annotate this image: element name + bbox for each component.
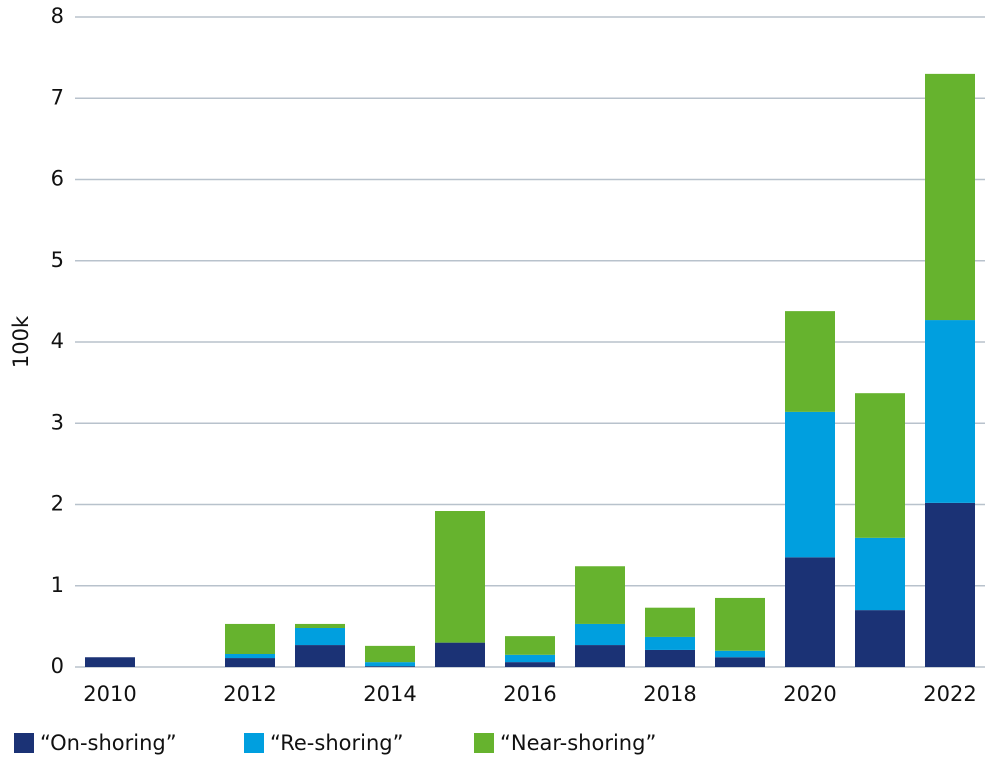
y-tick-label: 2: [51, 492, 64, 516]
bar-segment: [225, 623, 275, 654]
y-tick-label: 7: [51, 85, 64, 109]
bar-segment: [715, 657, 765, 667]
bar-segment: [715, 597, 765, 651]
bar-segment: [365, 645, 415, 663]
bar-segment: [295, 623, 345, 628]
x-tick-label: 2014: [363, 682, 416, 706]
bar-segment: [855, 610, 905, 667]
bar-segment: [365, 666, 415, 667]
bar-segment: [225, 658, 275, 667]
bar-segment: [785, 411, 835, 558]
bar-segment: [645, 649, 695, 667]
legend-swatch: [244, 733, 264, 753]
bar-segment: [645, 636, 695, 650]
x-tick-label: 2010: [83, 682, 136, 706]
x-tick-label: 2012: [223, 682, 276, 706]
bar-segment: [925, 73, 975, 321]
bar-segment: [645, 607, 695, 637]
y-tick-label: 8: [51, 4, 64, 28]
bar-segment: [505, 654, 555, 663]
y-tick-label: 0: [51, 654, 64, 678]
bar-segment: [575, 623, 625, 646]
x-tick-label: 2018: [643, 682, 696, 706]
legend-label: “Near-shoring”: [500, 731, 656, 755]
legend-label: “Re-shoring”: [270, 731, 403, 755]
bar-segment: [575, 566, 625, 624]
bar-segment: [925, 320, 975, 503]
legend-swatch: [474, 733, 494, 753]
bar-segment: [785, 557, 835, 667]
bar-segment: [925, 502, 975, 667]
x-tick-label: 2020: [783, 682, 836, 706]
bar-segment: [435, 511, 485, 643]
x-tick-label: 2016: [503, 682, 556, 706]
y-tick-label: 1: [51, 573, 64, 597]
bar-segment: [295, 645, 345, 667]
bar-segment: [505, 662, 555, 667]
bar-segment: [855, 393, 905, 538]
x-tick-label: 2022: [923, 682, 976, 706]
y-tick-label: 4: [51, 329, 64, 353]
bar-segment: [295, 628, 345, 646]
bar-segment: [855, 537, 905, 611]
y-tick-label: 3: [51, 410, 64, 434]
bar-segment: [785, 311, 835, 412]
legend-swatch: [14, 733, 34, 753]
bar-segment: [365, 662, 415, 667]
bar-segment: [435, 642, 485, 667]
bar-segment: [85, 657, 135, 667]
legend-label: “On-shoring”: [40, 731, 177, 755]
y-tick-label: 6: [51, 167, 64, 191]
bar-segment: [505, 636, 555, 655]
bar-segment: [575, 645, 625, 667]
bar-segment: [225, 654, 275, 659]
y-tick-label: 5: [51, 248, 64, 272]
bar-segment: [715, 650, 765, 658]
y-axis-label: 100k: [9, 315, 33, 368]
